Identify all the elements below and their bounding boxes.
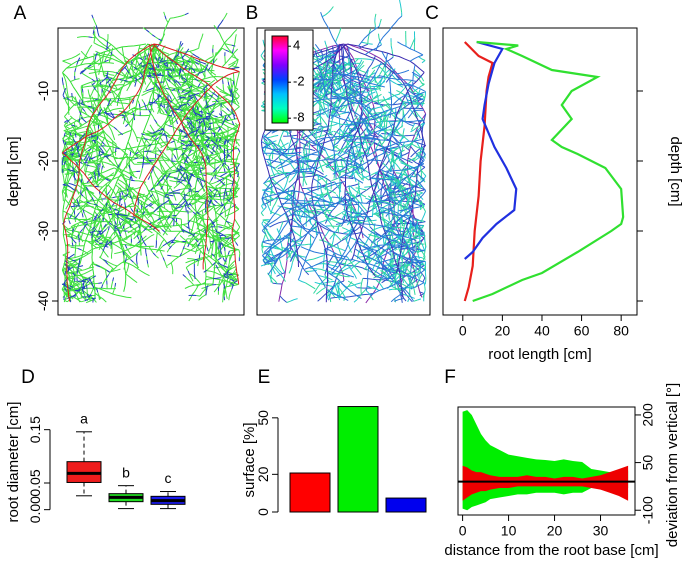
y-tick-label: -30 bbox=[35, 221, 51, 241]
panel-label: B bbox=[246, 3, 259, 24]
bar bbox=[337, 406, 379, 513]
series-line bbox=[472, 40, 625, 303]
panel-label: E bbox=[258, 367, 271, 388]
frame bbox=[57, 27, 245, 316]
y-axis-title: deviation from vertical [°] bbox=[664, 383, 681, 547]
y-tick-label: -100 bbox=[640, 496, 656, 524]
x-tick-label: 20 bbox=[547, 523, 563, 539]
panel-label: D bbox=[21, 367, 35, 388]
band bbox=[462, 410, 629, 511]
panel-label: A bbox=[14, 3, 27, 24]
x-tick-label: 20 bbox=[495, 323, 511, 339]
y-tick-label: 50 bbox=[640, 455, 656, 471]
bar bbox=[385, 497, 427, 513]
y-tick-label: -20 bbox=[35, 151, 51, 171]
frame bbox=[442, 27, 638, 316]
x-tick-label: 40 bbox=[534, 323, 550, 339]
panel-label: C bbox=[425, 3, 439, 24]
y-tick-label: 0.05 bbox=[27, 469, 43, 496]
x-axis-title: distance from the root base [cm] bbox=[444, 542, 658, 559]
series-line bbox=[463, 41, 494, 302]
y-tick-label: 200 bbox=[640, 403, 656, 427]
y-axis-title: root diameter [cm] bbox=[5, 402, 22, 523]
y-tick-label: 20 bbox=[255, 466, 271, 482]
x-tick-label: 30 bbox=[593, 523, 609, 539]
y-axis-title: depth [cm] bbox=[667, 136, 684, 206]
root bbox=[61, 12, 241, 303]
box-label: a bbox=[80, 411, 88, 427]
band bbox=[462, 465, 629, 501]
x-tick-label: 0 bbox=[459, 523, 467, 539]
y-tick-label: -40 bbox=[35, 291, 51, 311]
colorbar-label: -2 bbox=[293, 74, 305, 89]
x-tick-label: 10 bbox=[501, 523, 517, 539]
y-tick-label: 50 bbox=[255, 410, 271, 426]
x-tick-label: 80 bbox=[613, 323, 629, 339]
panel-label: F bbox=[444, 367, 456, 388]
box-label: c bbox=[165, 470, 172, 486]
root bbox=[61, 43, 241, 302]
colorbar bbox=[271, 35, 289, 124]
y-axis-title: surface [%] bbox=[241, 422, 258, 497]
y-tick-label: 0 bbox=[255, 508, 271, 516]
y-axis-title: depth [cm] bbox=[5, 136, 22, 206]
x-tick-label: 60 bbox=[574, 323, 590, 339]
x-axis-title: root length [cm] bbox=[488, 346, 591, 363]
series-line bbox=[464, 40, 518, 260]
frame bbox=[256, 27, 431, 316]
colorbar-label: 4 bbox=[293, 38, 300, 53]
y-tick-label: 0.15 bbox=[27, 416, 43, 443]
y-tick-label: -10 bbox=[35, 81, 51, 101]
bar bbox=[289, 472, 331, 513]
colorbar-label: -8 bbox=[293, 110, 305, 125]
box-label: b bbox=[122, 464, 130, 480]
x-tick-label: 0 bbox=[459, 323, 467, 339]
y-tick-label: 0.00 bbox=[27, 496, 43, 523]
root bbox=[261, 12, 427, 303]
frame bbox=[457, 406, 636, 516]
